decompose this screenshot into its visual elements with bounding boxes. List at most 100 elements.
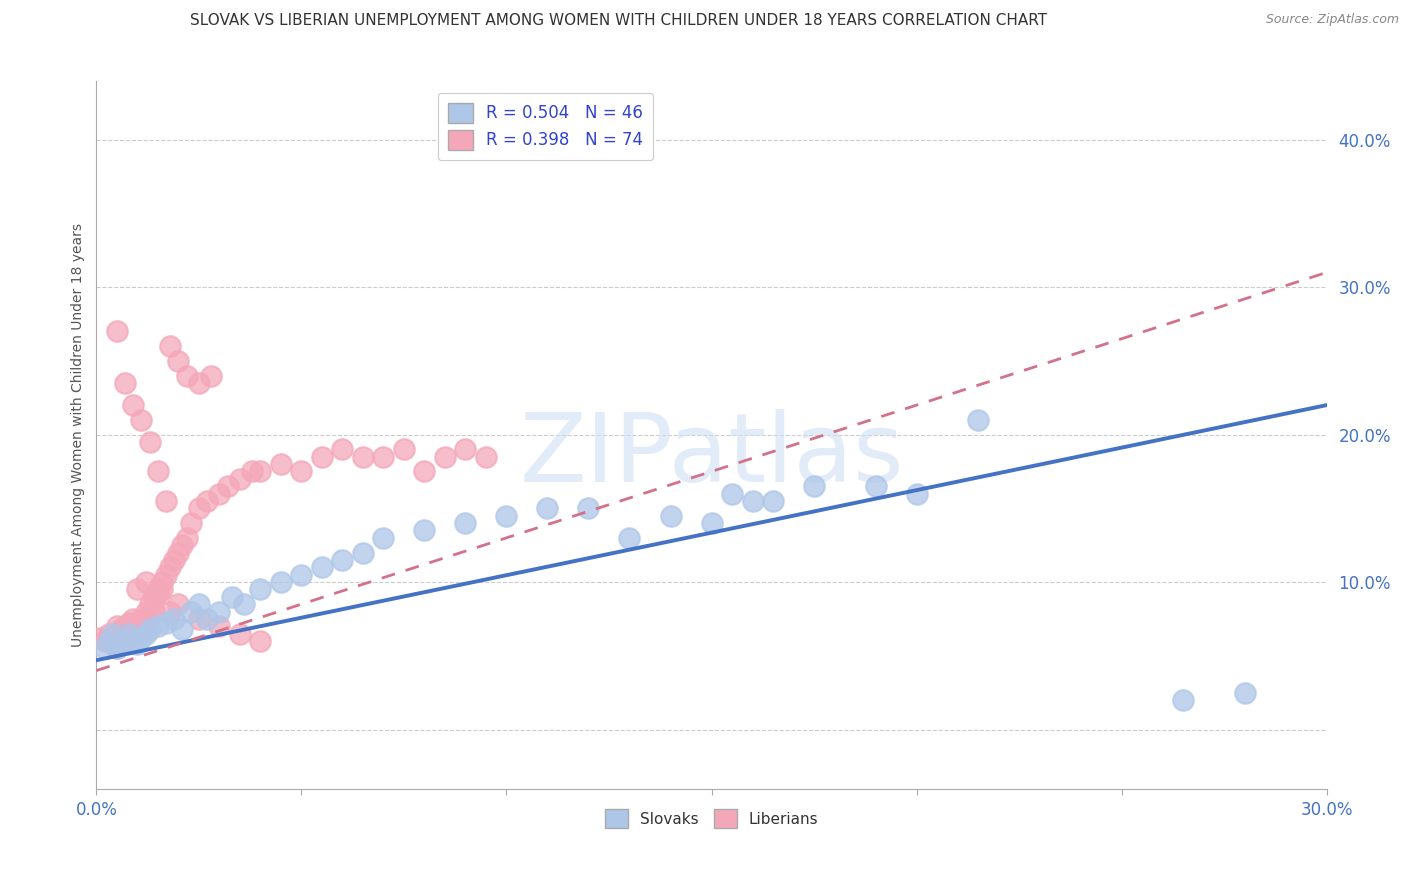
Point [122,398,145,412]
Point [114,631,136,645]
Point [93,634,115,648]
Point [159,605,181,619]
Text: ZIPatlas: ZIPatlas [519,409,904,502]
Point [146,465,169,479]
Point [138,434,160,449]
Point [110,634,132,648]
Point [311,450,333,464]
Point [373,450,395,464]
Point [195,612,218,626]
Point [187,501,209,516]
Point [172,622,194,636]
Point [135,605,157,619]
Point [131,622,153,636]
Point [105,641,128,656]
Point [155,494,177,508]
Point [114,376,136,390]
Point [172,538,194,552]
Point [180,516,202,530]
Point [208,486,231,500]
Point [127,637,149,651]
Point [332,553,354,567]
Point [195,494,218,508]
Point [208,605,231,619]
Point [865,479,887,493]
Point [146,582,169,597]
Point [311,560,333,574]
Point [135,616,157,631]
Point [127,626,149,640]
Point [155,616,177,631]
Point [1233,686,1256,700]
Point [700,516,723,530]
Point [167,545,190,559]
Point [176,531,198,545]
Point [454,516,477,530]
Point [1173,693,1195,707]
Point [131,631,153,645]
Point [176,368,198,383]
Point [105,619,128,633]
Point [101,626,124,640]
Point [413,465,436,479]
Point [454,442,477,457]
Point [138,622,160,636]
Point [159,339,181,353]
Point [721,486,744,500]
Point [229,626,252,640]
Point [352,545,374,559]
Point [131,612,153,626]
Point [163,553,186,567]
Point [762,494,785,508]
Point [167,354,190,368]
Point [93,641,115,656]
Point [118,616,141,631]
Point [659,508,682,523]
Point [114,634,136,648]
Point [105,641,128,656]
Point [967,413,990,427]
Point [142,590,165,604]
Point [290,465,312,479]
Point [146,619,169,633]
Point [217,479,239,493]
Legend: Slovaks, Liberians: Slovaks, Liberians [599,803,824,834]
Point [187,376,209,390]
Point [127,619,149,633]
Point [180,605,202,619]
Point [229,472,252,486]
Point [135,626,157,640]
Point [373,531,395,545]
Point [142,605,165,619]
Point [249,634,271,648]
Point [97,626,120,640]
Point [101,637,124,651]
Point [142,590,165,604]
Point [270,575,292,590]
Point [138,597,160,611]
Point [138,607,160,622]
Point [135,575,157,590]
Point [619,531,641,545]
Point [187,597,209,611]
Point [240,465,263,479]
Point [89,631,111,645]
Point [167,597,190,611]
Text: Source: ZipAtlas.com: Source: ZipAtlas.com [1265,13,1399,27]
Point [110,622,132,636]
Point [905,486,928,500]
Point [208,619,231,633]
Point [249,465,271,479]
Point [97,634,120,648]
Point [495,508,517,523]
Point [131,413,153,427]
Point [127,582,149,597]
Point [122,622,145,636]
Point [155,567,177,582]
Point [233,597,256,611]
Point [118,626,141,640]
Point [122,612,145,626]
Point [150,582,173,597]
Point [475,450,498,464]
Point [221,590,243,604]
